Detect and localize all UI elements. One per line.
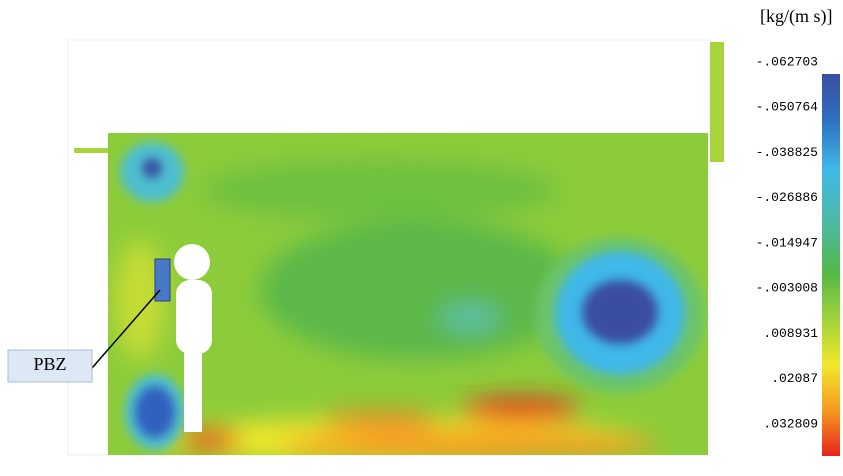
colorbar-label: -.050764 bbox=[756, 100, 819, 115]
outlet-duct bbox=[710, 42, 724, 162]
inlet bbox=[74, 148, 110, 153]
colorbar-label: -.026886 bbox=[756, 190, 818, 205]
colorbar-label: .032809 bbox=[763, 416, 818, 431]
colorbar-labels: -.062703 -.050764 -.038825 -.026886 -.014947… bbox=[756, 54, 819, 431]
colorbar-label: -.003008 bbox=[756, 281, 818, 296]
colorbar-label: -.062703 bbox=[756, 54, 818, 69]
colorbar bbox=[822, 74, 840, 456]
unit-label: [kg/(m s)] bbox=[760, 6, 832, 27]
colorbar-label: -.014947 bbox=[756, 235, 818, 250]
annotation-text: PBZ bbox=[33, 354, 66, 374]
colorbar-label: .02087 bbox=[771, 371, 818, 386]
annotation-box bbox=[7, 349, 93, 383]
pbz-marker bbox=[154, 258, 171, 302]
colorbar-label: -.038825 bbox=[756, 145, 818, 160]
human-silhouette bbox=[174, 244, 212, 432]
colorbar-label: .008931 bbox=[763, 326, 818, 341]
annotation-arrow bbox=[91, 289, 161, 369]
contour-field bbox=[108, 133, 708, 455]
